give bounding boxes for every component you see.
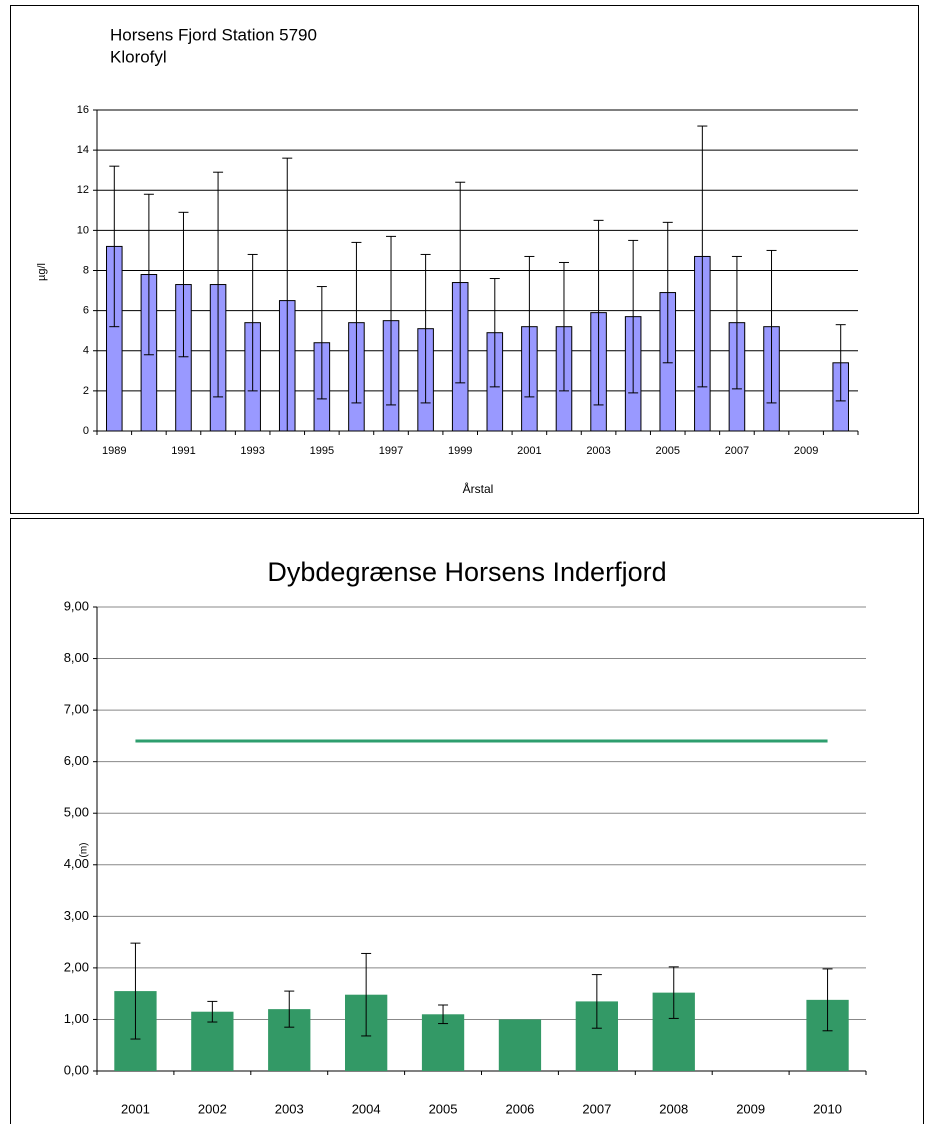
x-tick-label: 2001 xyxy=(517,445,541,457)
y-tick-label: 0,00 xyxy=(64,1062,89,1077)
y-tick-label: 12 xyxy=(77,184,89,196)
y-axis-label: µg/l xyxy=(36,263,48,281)
x-tick-label: 2006 xyxy=(505,1101,534,1116)
x-tick-label: 1991 xyxy=(171,445,195,457)
chart-subtitle: Klorofyl xyxy=(110,47,167,66)
y-tick-label: 4,00 xyxy=(64,856,89,871)
chart-title: Horsens Fjord Station 5790 xyxy=(110,25,317,44)
y-tick-label: 8,00 xyxy=(64,650,89,665)
y-tick-label: 7,00 xyxy=(64,702,89,717)
x-tick-label: 2008 xyxy=(659,1101,688,1116)
y-tick-label: 16 xyxy=(77,104,89,116)
y-tick-label: 0 xyxy=(83,425,89,437)
x-tick-label: 2010 xyxy=(813,1101,842,1116)
y-tick-label: 3,00 xyxy=(64,908,89,923)
y-tick-label: 4 xyxy=(83,345,89,357)
y-tick-label: 2 xyxy=(83,385,89,397)
x-tick-label: 2007 xyxy=(582,1101,611,1116)
x-tick-label: 2007 xyxy=(725,445,749,457)
x-tick-label: 2003 xyxy=(275,1101,304,1116)
y-axis-label: (m) xyxy=(79,843,90,858)
y-tick-label: 10 xyxy=(77,224,89,236)
y-tick-label: 9,00 xyxy=(64,598,89,613)
x-tick-label: 2001 xyxy=(121,1101,150,1116)
y-tick-label: 14 xyxy=(77,144,89,156)
x-tick-label: 2004 xyxy=(352,1101,381,1116)
y-tick-label: 6 xyxy=(83,305,89,317)
x-tick-label: 1999 xyxy=(448,445,472,457)
chart-frame xyxy=(10,5,919,514)
x-tick-label: 1989 xyxy=(102,445,126,457)
x-tick-label: 2002 xyxy=(198,1101,227,1116)
x-tick-label: 2009 xyxy=(794,445,818,457)
x-tick-label: 2009 xyxy=(736,1101,765,1116)
x-axis-label: Årstal xyxy=(463,481,494,496)
y-tick-label: 8 xyxy=(83,264,89,276)
y-tick-label: 6,00 xyxy=(64,753,89,768)
chart-frame xyxy=(10,518,924,1124)
y-tick-label: 1,00 xyxy=(64,1011,89,1026)
x-tick-label: 2005 xyxy=(656,445,680,457)
x-tick-label: 1995 xyxy=(310,445,334,457)
x-tick-label: 2003 xyxy=(586,445,610,457)
x-tick-label: 1997 xyxy=(379,445,403,457)
y-tick-label: 5,00 xyxy=(64,805,89,820)
y-tick-label: 2,00 xyxy=(64,959,89,974)
x-tick-label: 2005 xyxy=(429,1101,458,1116)
bar xyxy=(498,1019,542,1071)
chart-title: Dybdegrænse Horsens Inderfjord xyxy=(267,557,666,587)
x-tick-label: 1993 xyxy=(240,445,264,457)
